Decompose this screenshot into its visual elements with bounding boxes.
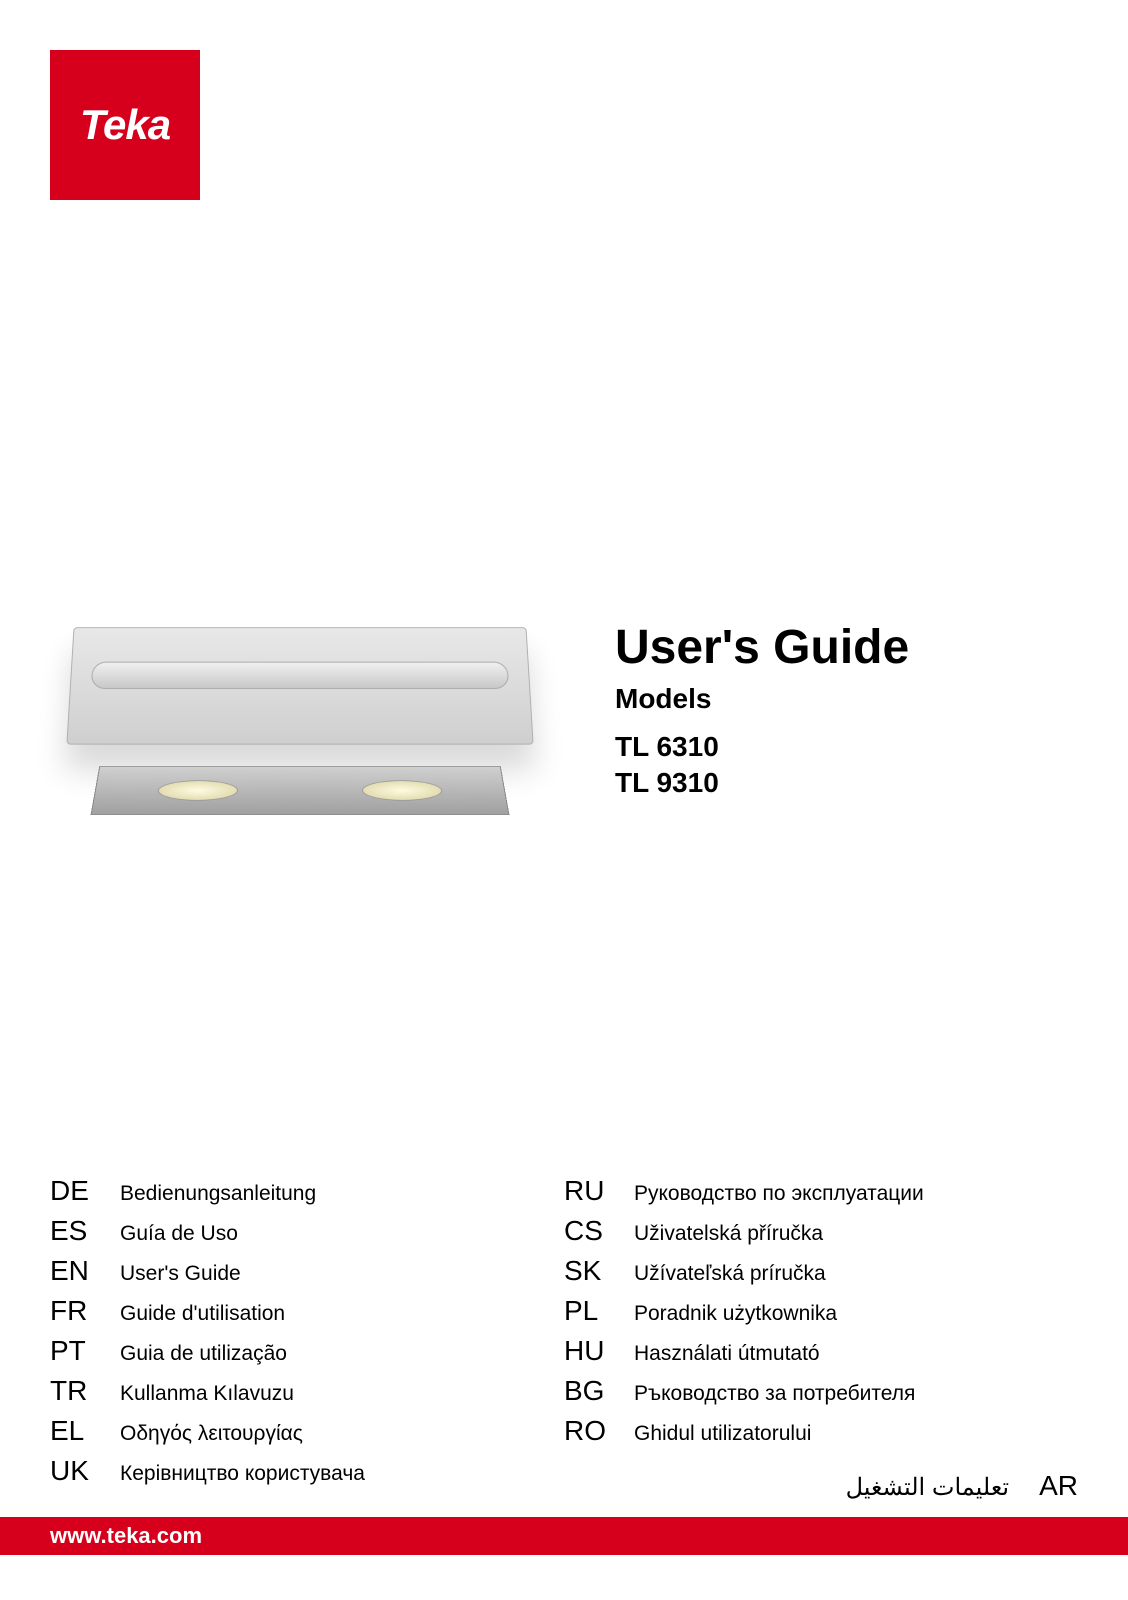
model-number-1: TL 6310 (615, 729, 909, 765)
hood-light-left (157, 780, 239, 800)
language-code-es: ES (50, 1215, 120, 1247)
language-code-cs: CS (564, 1215, 634, 1247)
language-code-ro: RO (564, 1415, 634, 1447)
language-row: UKКерівництво користувача (50, 1455, 564, 1487)
language-row: CSUživatelská příručka (564, 1215, 1078, 1247)
language-code-ar: AR (1039, 1470, 1078, 1502)
language-label-fr: Guide d'utilisation (120, 1302, 285, 1326)
language-label-sk: Užívateľská príručka (634, 1262, 826, 1286)
hood-body (66, 627, 533, 744)
language-label-ru: Руководство по эксплуатации (634, 1182, 924, 1206)
language-code-sk: SK (564, 1255, 634, 1287)
language-code-pt: PT (50, 1335, 120, 1367)
language-grid: DEBedienungsanleitungESGuía de UsoENUser… (50, 1175, 1078, 1495)
language-label-cs: Uživatelská příručka (634, 1222, 823, 1246)
language-row: ROGhidul utilizatorului (564, 1415, 1078, 1447)
language-code-fr: FR (50, 1295, 120, 1327)
hood-underside (90, 766, 509, 815)
model-number-2: TL 9310 (615, 765, 909, 801)
footer-url: www.teka.com (50, 1523, 202, 1549)
language-column-right: RUРуководство по эксплуатацииCSUživatels… (564, 1175, 1078, 1495)
hood-pull-bar (91, 662, 509, 689)
language-row: RUРуководство по эксплуатации (564, 1175, 1078, 1207)
language-row: SKUžívateľská príručka (564, 1255, 1078, 1287)
language-label-es: Guía de Uso (120, 1222, 238, 1246)
language-row: DEBedienungsanleitung (50, 1175, 564, 1207)
language-row-arabic: تعليمات التشغيل AR (846, 1470, 1078, 1502)
language-label-en: User's Guide (120, 1262, 241, 1286)
hood-light-right (361, 780, 443, 800)
language-label-hu: Használati útmutató (634, 1342, 820, 1366)
language-label-ro: Ghidul utilizatorului (634, 1422, 811, 1446)
language-code-el: EL (50, 1415, 120, 1447)
brand-logo: Teka (50, 50, 200, 200)
language-label-el: Οδηγός λειτουργίας (120, 1422, 303, 1446)
language-row: BGРъководство за потребителя (564, 1375, 1078, 1407)
language-code-pl: PL (564, 1295, 634, 1327)
title-block: User's Guide Models TL 6310 TL 9310 (615, 620, 909, 802)
language-label-ar: تعليمات التشغيل (846, 1473, 1010, 1502)
language-code-de: DE (50, 1175, 120, 1207)
language-row: TRKullanma Kılavuzu (50, 1375, 564, 1407)
language-label-pt: Guia de utilização (120, 1342, 287, 1366)
language-row: ENUser's Guide (50, 1255, 564, 1287)
language-label-de: Bedienungsanleitung (120, 1182, 316, 1206)
language-label-bg: Ръководство за потребителя (634, 1382, 915, 1406)
language-row: PLPoradnik użytkownika (564, 1295, 1078, 1327)
language-code-ru: RU (564, 1175, 634, 1207)
language-row: ELΟδηγός λειτουργίας (50, 1415, 564, 1447)
language-code-hu: HU (564, 1335, 634, 1367)
document-title: User's Guide (615, 620, 909, 675)
language-code-uk: UK (50, 1455, 120, 1487)
language-code-tr: TR (50, 1375, 120, 1407)
language-code-en: EN (50, 1255, 120, 1287)
language-label-tr: Kullanma Kılavuzu (120, 1382, 294, 1406)
language-column-left: DEBedienungsanleitungESGuía de UsoENUser… (50, 1175, 564, 1495)
language-row: ESGuía de Uso (50, 1215, 564, 1247)
language-label-uk: Керівництво користувача (120, 1462, 365, 1486)
brand-logo-text: Teka (80, 101, 170, 149)
language-label-pl: Poradnik użytkownika (634, 1302, 837, 1326)
models-label: Models (615, 683, 909, 715)
language-row: FRGuide d'utilisation (50, 1295, 564, 1327)
product-illustration (70, 625, 550, 875)
language-row: PTGuia de utilização (50, 1335, 564, 1367)
footer-bar: www.teka.com (0, 1517, 1128, 1555)
language-row: HUHasználati útmutató (564, 1335, 1078, 1367)
language-code-bg: BG (564, 1375, 634, 1407)
